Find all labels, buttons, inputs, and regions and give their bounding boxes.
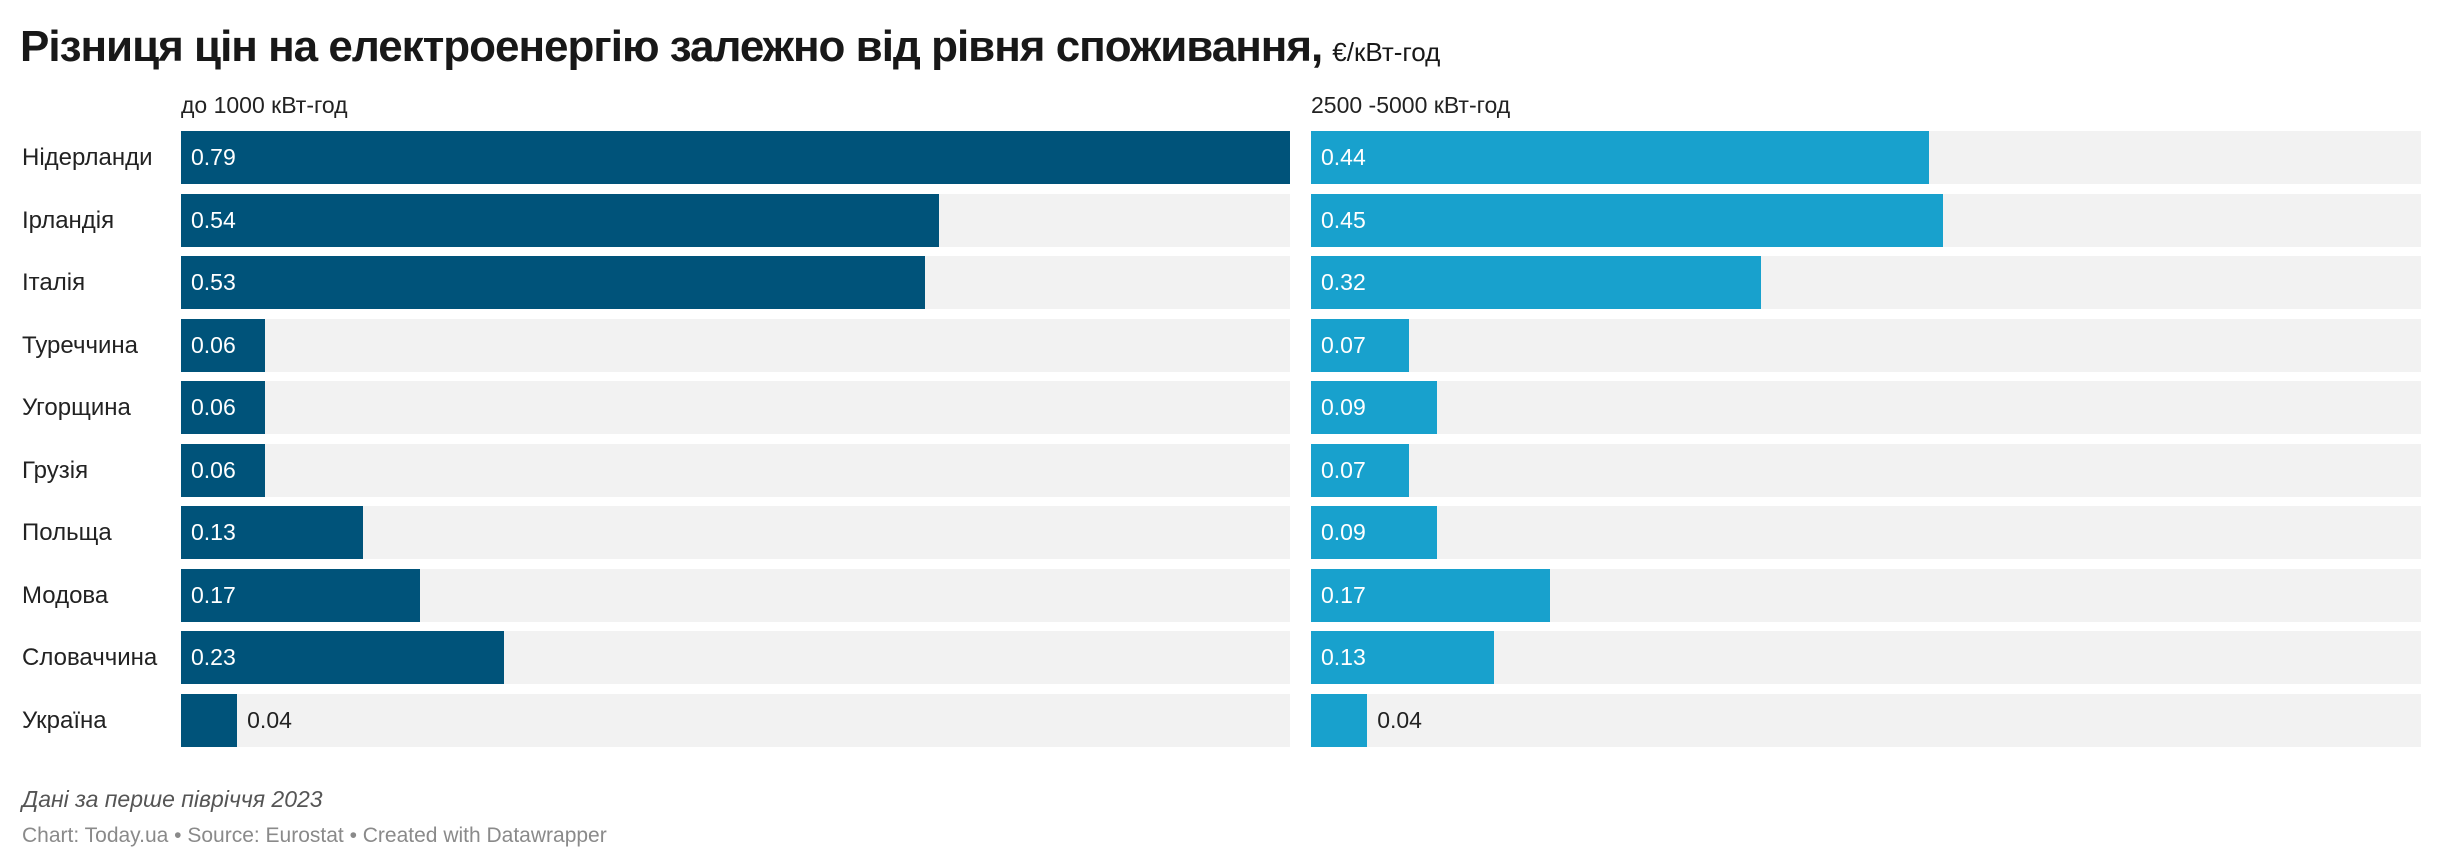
bar — [181, 568, 420, 622]
data-label: 0.09 — [1321, 394, 1366, 420]
bar — [1311, 131, 1930, 184]
data-label: 0.06 — [191, 456, 236, 483]
data-label: 0.07 — [1321, 456, 1366, 483]
series-header: до 1000 кВт-год — [181, 92, 348, 118]
data-label: 0.06 — [191, 394, 236, 420]
title-unit: €/кВт-год — [1332, 37, 1441, 67]
bar-background — [181, 318, 1290, 372]
bar-background — [181, 443, 1290, 497]
footer-note: Дані за перше півріччя 2023 — [22, 786, 323, 812]
category-label: Туреччина — [22, 331, 138, 359]
category-label: Україна — [22, 706, 107, 734]
category-label: Італія — [22, 269, 86, 296]
bar-background — [1311, 693, 2421, 747]
data-label: 0.32 — [1321, 269, 1366, 295]
bar-background — [1311, 506, 2421, 559]
bar-background — [1311, 631, 2421, 684]
category-label: Польща — [22, 519, 112, 546]
bar — [1311, 506, 1438, 559]
bar-background — [1311, 318, 2421, 372]
series-header: 2500 -5000 кВт-год — [1311, 92, 1511, 118]
bar — [181, 381, 266, 434]
bar — [181, 506, 364, 559]
data-label: 0.44 — [1321, 144, 1366, 170]
data-label: 0.17 — [191, 581, 236, 608]
bar — [1311, 568, 1550, 622]
bar-background — [181, 693, 1290, 747]
bar — [181, 443, 266, 497]
category-label: Ірландія — [22, 206, 115, 234]
bar — [181, 318, 266, 372]
category-label: Нідерланди — [22, 144, 153, 171]
bar — [1311, 631, 1494, 684]
bar-background — [181, 506, 1290, 559]
data-label: 0.04 — [247, 706, 292, 733]
category-label: Словаччина — [22, 644, 158, 671]
footer-credit: Chart: Today.ua • Source: Eurostat • Cre… — [22, 824, 607, 847]
bar — [181, 256, 925, 309]
bar — [181, 693, 238, 747]
data-label: 0.23 — [191, 644, 236, 670]
bar-background — [1311, 443, 2421, 497]
bar — [1311, 443, 1410, 497]
category-label: Модова — [22, 581, 109, 609]
data-label: 0.06 — [191, 331, 236, 358]
bar — [181, 631, 504, 684]
data-label: 0.04 — [1377, 706, 1422, 733]
bar — [181, 131, 1290, 184]
bar-background — [1311, 381, 2421, 434]
bar — [1311, 193, 1944, 247]
bar — [1311, 256, 1761, 309]
category-label: Грузія — [22, 456, 89, 484]
data-label: 0.13 — [191, 519, 236, 545]
chart-title: Різниця цін на електроенергію залежно ві… — [20, 22, 1440, 72]
data-label: 0.07 — [1321, 331, 1366, 358]
bar — [1311, 318, 1410, 372]
data-label: 0.13 — [1321, 644, 1366, 670]
bar — [1311, 693, 1368, 747]
bar-background — [181, 381, 1290, 434]
category-label: Угорщина — [22, 394, 131, 421]
data-label: 0.45 — [1321, 206, 1366, 233]
bar — [181, 193, 940, 247]
bar — [1311, 381, 1438, 434]
data-label: 0.54 — [191, 206, 236, 233]
data-label: 0.53 — [191, 269, 236, 295]
title-text: Різниця цін на електроенергію залежно ві… — [20, 22, 1323, 71]
data-label: 0.17 — [1321, 581, 1366, 608]
data-label: 0.09 — [1321, 519, 1366, 545]
data-label: 0.79 — [191, 144, 236, 170]
